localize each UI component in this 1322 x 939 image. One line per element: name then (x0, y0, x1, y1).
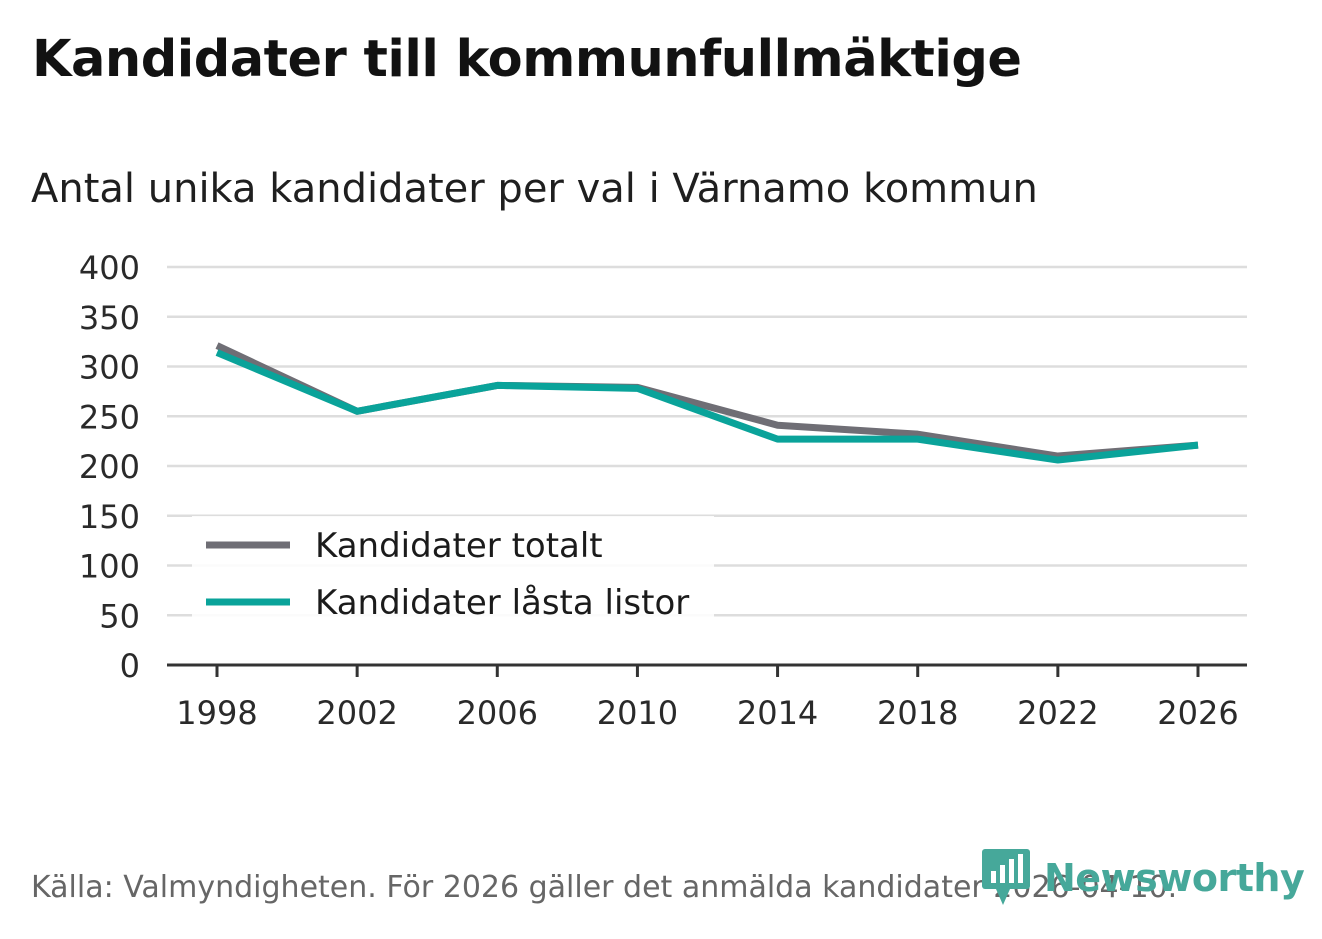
series-line-1 (215, 342, 1199, 460)
y-tick-label: 150 (79, 498, 140, 536)
x-tick-label: 2002 (316, 694, 397, 732)
y-tick-label: 0 (120, 647, 140, 685)
y-tick-label: 50 (99, 597, 140, 635)
y-tick-label: 200 (79, 448, 140, 486)
x-tick-label: 1998 (176, 694, 257, 732)
x-tick-label: 2026 (1157, 694, 1238, 732)
x-tick-label: 2022 (1017, 694, 1098, 732)
y-tick-label: 300 (79, 349, 140, 387)
legend-background (192, 516, 714, 626)
y-tick-label: 250 (79, 398, 140, 436)
legend: Kandidater totalt Kandidater låsta listor (192, 516, 714, 626)
brand-name: Newsworthy (1044, 856, 1305, 900)
x-tick-label: 2018 (877, 694, 958, 732)
x-tick-label: 2014 (737, 694, 818, 732)
y-tick-label: 350 (79, 299, 140, 337)
series-line-2 (215, 349, 1199, 464)
y-tick-label: 400 (79, 249, 140, 287)
legend-label-1: Kandidater totalt (315, 526, 603, 566)
series-lines (215, 342, 1199, 464)
grid-lines (167, 265, 1247, 617)
chart-subtitle: Antal unika kandidater per val i Värnamo… (31, 166, 1038, 212)
brand-logo: Newsworthy (982, 848, 1305, 908)
y-tick-label: 100 (79, 548, 140, 586)
legend-label-2: Kandidater låsta listor (315, 583, 689, 623)
x-tick-label: 2006 (457, 694, 538, 732)
chart-title: Kandidater till kommunfullmäktige (32, 30, 1022, 89)
x-tick-label: 2010 (597, 694, 678, 732)
newsworthy-logo-icon (982, 849, 1030, 905)
x-axis: 1998 2002 2006 2010 2014 2018 2022 2026 (167, 663, 1247, 732)
y-axis: 0 50 100 150 200 250 300 350 400 (79, 249, 140, 685)
